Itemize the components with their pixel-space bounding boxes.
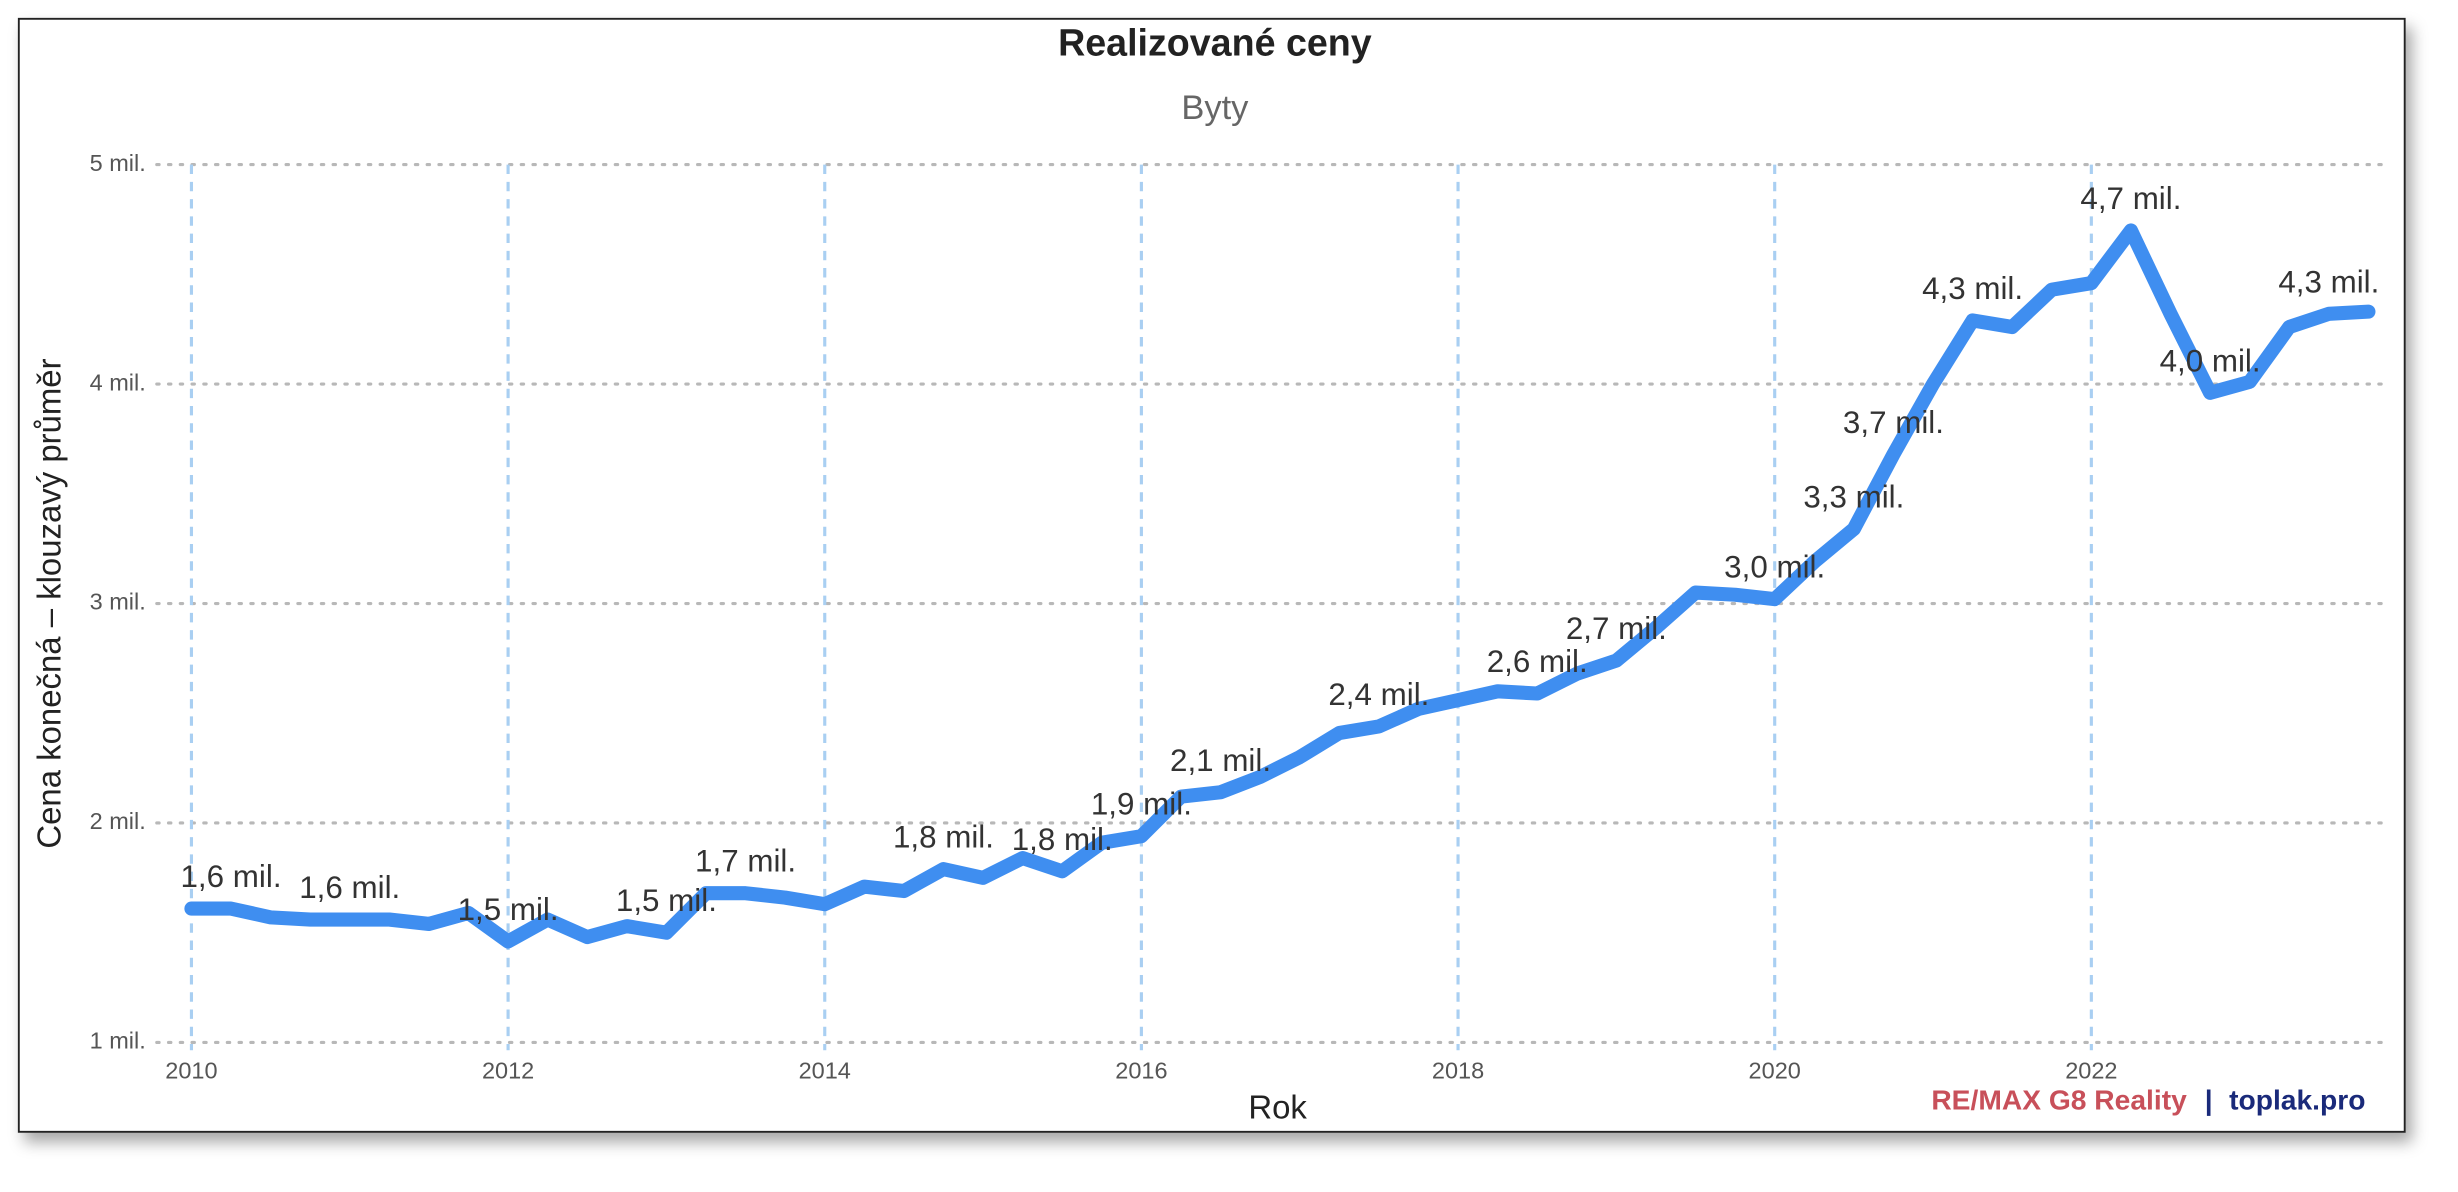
grid: 1 mil. 2 mil. 3 mil. 4 mil. 5 mil. 2010 2012 20… [90,150,2393,1083]
x-tick-label: 2012 [482,1057,534,1083]
data-label: 1,5 mil. [616,883,717,918]
data-label: 3,0 mil. [1724,550,1825,585]
data-label: 4,3 mil. [1922,271,2023,306]
x-tick-label: 2022 [2065,1057,2117,1083]
data-label: 2,1 mil. [1170,743,1271,778]
x-axis-label: Rok [1248,1089,1307,1126]
data-label: 2,4 mil. [1328,677,1429,712]
frame [17,17,2406,1133]
y-tick-label: 3 mil. [90,589,146,615]
data-label: 1,5 mil. [458,892,559,927]
plot: 1,6 mil. 1,6 mil. 1,5 mil. 1,5 mil. 1,7 mil.… [181,181,2379,949]
x-tick-label: 2020 [1749,1057,1801,1083]
data-label: 1,8 mil. [893,820,994,855]
data-label: 1,7 mil. [695,844,796,879]
data-label: 2,6 mil. [1487,644,1588,679]
y-tick-label: 2 mil. [90,808,146,834]
brand: RE/MAX G8 Reality [1931,1083,2187,1115]
data-label: 4,7 mil. [2080,181,2181,216]
data-label: 1,6 mil. [299,870,400,905]
separator: | [2205,1083,2213,1115]
y-tick-label: 5 mil. [90,150,146,176]
data-label: 2,7 mil. [1566,611,1667,646]
x-tick-label: 2018 [1432,1057,1484,1083]
data-label: 3,7 mil. [1843,405,1944,440]
data-label: 1,8 mil. [1012,822,1113,857]
data-label: 1,6 mil. [181,859,282,894]
x-tick-label: 2016 [1115,1057,1167,1083]
y-tick-label: 4 mil. [90,369,146,395]
x-tick-label: 2014 [799,1057,851,1083]
data-label: 1,9 mil. [1091,787,1192,822]
site: toplak.pro [2229,1083,2365,1115]
chart-subtitle: Byty [1181,89,1249,127]
series-line [184,223,2376,949]
data-label: 4,0 mil. [2160,343,2261,378]
chart-title: Realizované ceny [1058,21,1372,63]
data-label: 3,3 mil. [1803,479,1904,514]
x-tick-label: 2010 [165,1057,217,1083]
data-label: 4,3 mil. [2278,264,2379,299]
y-tick-label: 1 mil. [90,1028,146,1054]
y-axis-label: Cena konečná – klouzavý průměr [30,358,67,848]
